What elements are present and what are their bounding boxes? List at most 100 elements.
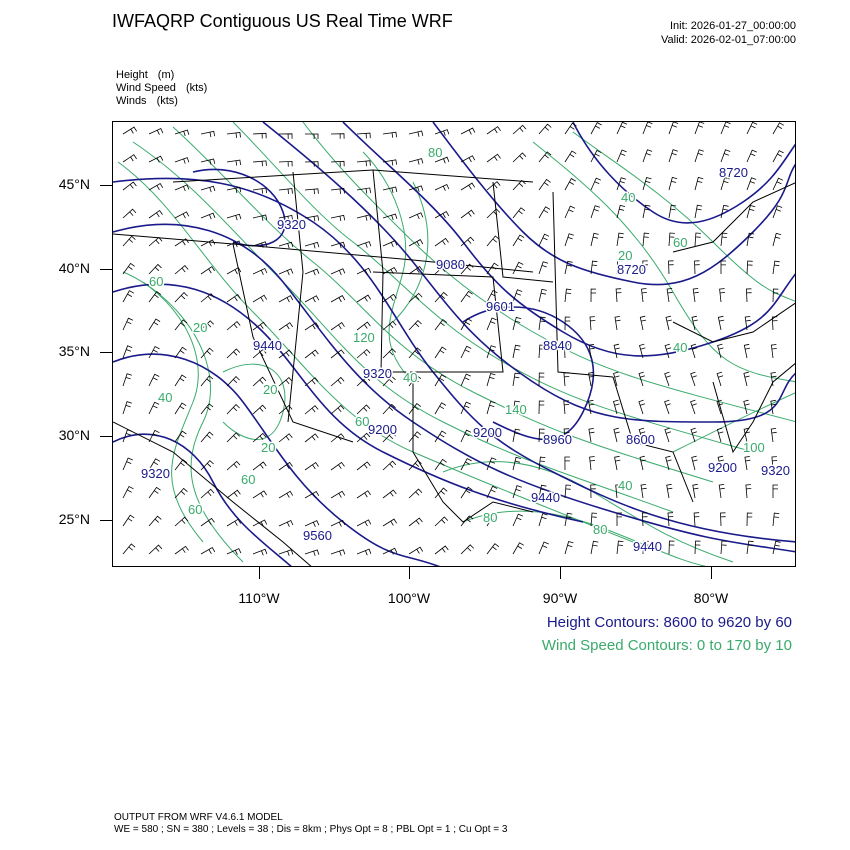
wind-barb	[690, 343, 698, 359]
lon-label-90: 90°W	[542, 590, 578, 606]
wind-barb	[148, 155, 164, 163]
wind-barb	[615, 484, 622, 499]
wind-contour-label: 80	[593, 522, 607, 537]
wind-barb	[746, 232, 755, 247]
wind-barb	[252, 461, 267, 471]
wind-barb	[226, 432, 240, 443]
wind-contour-line	[232, 122, 754, 453]
lat-tick	[100, 185, 112, 186]
wind-barb	[638, 371, 646, 387]
wind-barb	[638, 427, 646, 443]
wind-barb	[564, 541, 574, 555]
border-line	[412, 451, 534, 523]
wind-barb	[512, 400, 520, 415]
wind-barb	[512, 207, 526, 219]
wind-barb	[486, 485, 498, 499]
wind-barb	[694, 260, 700, 275]
wind-barb	[382, 131, 397, 138]
wind-barb	[174, 430, 187, 443]
wind-barb	[226, 267, 242, 275]
wind-barb	[746, 122, 758, 135]
wind-barb	[564, 260, 573, 275]
wind-barb	[434, 516, 449, 527]
wind-barb	[356, 432, 371, 443]
lon-label-100: 100°W	[387, 590, 431, 606]
wind-barb	[512, 372, 520, 387]
wind-barb	[252, 160, 267, 167]
wind-barb	[590, 288, 597, 303]
wind-barb	[148, 127, 164, 135]
wind-barb	[538, 233, 550, 247]
wind-barb	[148, 458, 161, 471]
wind-barb	[512, 179, 526, 191]
wind-barb	[716, 371, 724, 387]
wind-barb	[564, 484, 572, 499]
wind-barb	[356, 519, 372, 527]
wind-barb	[278, 322, 293, 331]
border-line	[372, 169, 414, 452]
height-contour-line	[432, 122, 795, 286]
wind-barb	[122, 317, 134, 331]
wind-contour-line	[117, 161, 634, 543]
wind-barb	[588, 399, 595, 415]
wind-barb	[174, 157, 190, 164]
wind-barb	[252, 214, 268, 221]
wind-barb	[616, 232, 624, 247]
wind-barb	[252, 376, 267, 387]
wind-barb	[719, 288, 726, 303]
wind-barb	[512, 316, 522, 331]
wind-barb	[642, 540, 649, 555]
wind-contour-line	[302, 122, 795, 422]
wind-barb	[460, 127, 476, 135]
height-contour-label: 9080	[436, 257, 465, 272]
wind-barb	[408, 459, 422, 471]
wind-contour-line	[532, 141, 795, 383]
wind-barb	[720, 260, 726, 274]
wind-barb	[538, 316, 546, 331]
lat-label-40: 40°N	[58, 260, 90, 276]
wind-barb	[356, 404, 371, 415]
wind-barb	[668, 122, 679, 135]
wind-barb	[356, 321, 371, 331]
wind-contour-label: 20	[263, 382, 277, 397]
wind-barb	[486, 514, 499, 527]
field-name: Winds	[116, 95, 147, 107]
wind-barb	[382, 375, 396, 387]
wind-barb	[668, 204, 677, 219]
wind-barb	[434, 430, 447, 443]
wind-barb	[226, 213, 242, 221]
wind-barb	[148, 182, 164, 191]
wind-barb	[743, 399, 750, 415]
wind-barb	[278, 160, 293, 167]
wind-barb	[408, 347, 422, 359]
wind-barb	[330, 133, 345, 139]
wind-barb	[122, 262, 135, 275]
wind-barb	[691, 315, 698, 331]
wind-barb	[590, 149, 602, 163]
wind-barb	[639, 343, 646, 359]
wind-barb	[356, 187, 371, 194]
wind-barb	[382, 293, 397, 303]
wind-barb	[330, 433, 345, 443]
wind-barb	[408, 320, 422, 331]
wind-barb	[460, 486, 473, 499]
wind-barb	[226, 294, 241, 303]
border-line	[672, 182, 795, 253]
wind-barb	[512, 261, 524, 275]
lat-label-45: 45°N	[58, 176, 90, 192]
wind-barb	[564, 512, 573, 527]
wind-barb	[744, 456, 751, 471]
wind-barb	[122, 208, 137, 219]
wind-barb	[278, 188, 293, 195]
wind-barb	[588, 428, 595, 443]
wind-barb	[330, 160, 345, 167]
height-contour-label: 9560	[303, 528, 332, 543]
wind-barb	[174, 402, 187, 415]
wind-barb	[200, 293, 215, 303]
height-contour-line	[113, 283, 584, 523]
wind-barb	[200, 403, 214, 415]
wind-barb	[770, 372, 777, 387]
border-line	[552, 191, 614, 378]
wind-barb	[148, 373, 160, 387]
wind-barb	[642, 122, 653, 135]
